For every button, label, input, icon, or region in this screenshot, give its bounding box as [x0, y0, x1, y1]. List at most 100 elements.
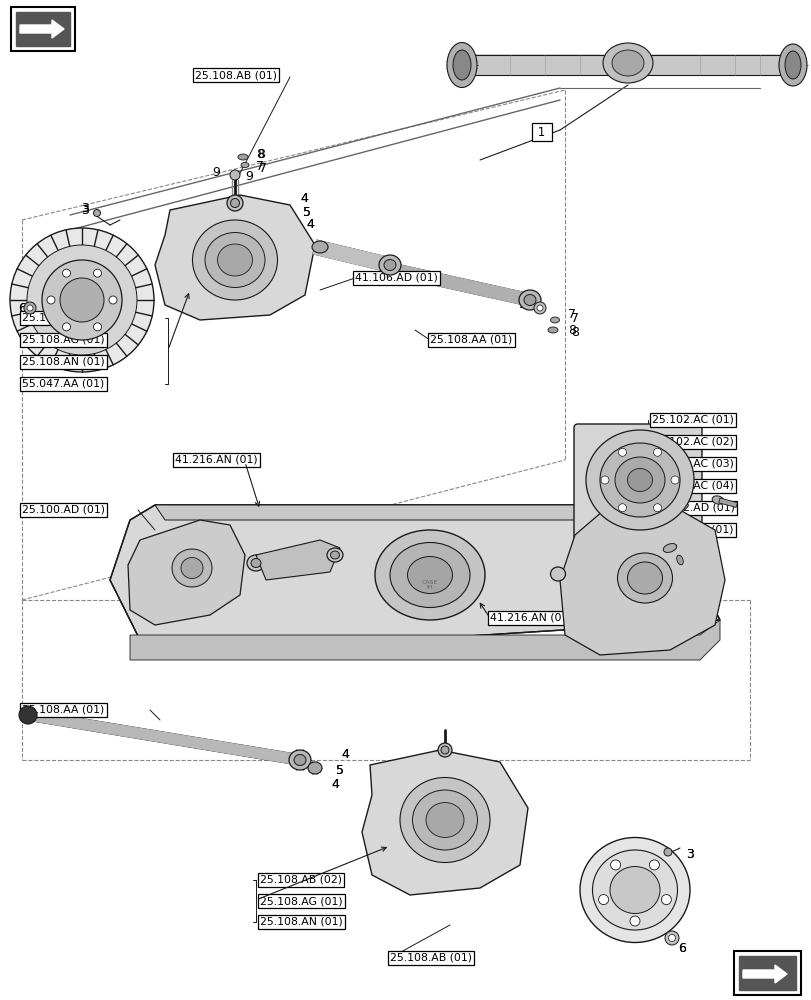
FancyBboxPatch shape [11, 7, 75, 51]
Polygon shape [738, 956, 795, 990]
Circle shape [653, 504, 661, 512]
Ellipse shape [217, 244, 252, 276]
Circle shape [664, 931, 678, 945]
Ellipse shape [400, 778, 489, 862]
Text: 9: 9 [517, 298, 526, 312]
Text: 41.216.AN (01): 41.216.AN (01) [489, 613, 572, 623]
Text: 8: 8 [255, 148, 264, 161]
Text: 4: 4 [331, 778, 338, 792]
Ellipse shape [627, 562, 662, 594]
Ellipse shape [609, 866, 659, 914]
Ellipse shape [407, 556, 452, 593]
Ellipse shape [611, 50, 643, 76]
Ellipse shape [42, 260, 122, 340]
Ellipse shape [172, 549, 212, 587]
Text: 25.108.AA (01): 25.108.AA (01) [22, 705, 104, 715]
Ellipse shape [676, 555, 682, 565]
Ellipse shape [627, 468, 652, 491]
Bar [718, 498, 736, 507]
Text: 7: 7 [255, 160, 264, 174]
Circle shape [27, 305, 33, 311]
Text: 25.108.AB (01): 25.108.AB (01) [389, 953, 471, 963]
Text: 9: 9 [245, 170, 252, 184]
Text: 2: 2 [695, 591, 703, 604]
Text: 4: 4 [341, 748, 349, 762]
Text: 25.108.AN (01): 25.108.AN (01) [260, 917, 342, 927]
Ellipse shape [523, 294, 535, 306]
Ellipse shape [784, 51, 800, 79]
Text: 9: 9 [517, 298, 526, 312]
Ellipse shape [426, 802, 463, 838]
Circle shape [661, 895, 671, 905]
FancyBboxPatch shape [733, 951, 800, 995]
Polygon shape [742, 965, 786, 983]
Text: 4: 4 [306, 219, 314, 232]
Text: 25.108.AN (01): 25.108.AN (01) [22, 357, 105, 367]
Circle shape [62, 269, 71, 277]
Ellipse shape [241, 162, 249, 167]
Circle shape [536, 305, 543, 311]
Text: 25.102.AC (04): 25.102.AC (04) [651, 481, 733, 491]
Text: CASE
IH: CASE IH [421, 580, 438, 590]
Ellipse shape [384, 259, 396, 270]
Text: 3: 3 [685, 848, 693, 861]
Circle shape [93, 323, 101, 331]
Ellipse shape [446, 42, 476, 88]
Text: 9: 9 [212, 166, 220, 180]
Ellipse shape [238, 154, 247, 160]
Text: 4: 4 [300, 192, 307, 206]
Text: 8: 8 [570, 326, 578, 338]
Text: 7: 7 [259, 161, 267, 174]
Text: 6: 6 [677, 942, 685, 954]
Text: 3: 3 [81, 204, 89, 217]
Text: 7: 7 [568, 308, 575, 322]
Text: 25.108.AG (01): 25.108.AG (01) [22, 335, 105, 345]
Text: 4: 4 [331, 778, 338, 792]
Text: 25.102.AC (01): 25.102.AC (01) [651, 415, 733, 425]
Polygon shape [20, 20, 64, 38]
Circle shape [600, 476, 608, 484]
Text: 5: 5 [303, 206, 311, 219]
Polygon shape [16, 12, 70, 46]
Ellipse shape [518, 290, 540, 310]
Polygon shape [313, 240, 391, 272]
Text: 2: 2 [695, 591, 703, 604]
Ellipse shape [592, 850, 676, 930]
Ellipse shape [311, 241, 328, 253]
Text: 25.108.AB (01): 25.108.AB (01) [195, 70, 277, 80]
Text: 25.100.AD (01): 25.100.AD (01) [22, 505, 105, 515]
Polygon shape [130, 620, 719, 660]
Ellipse shape [230, 198, 239, 208]
Text: 6: 6 [677, 942, 685, 954]
Circle shape [598, 895, 608, 905]
Circle shape [670, 476, 678, 484]
Text: 25.102.AS (01): 25.102.AS (01) [651, 525, 732, 535]
Ellipse shape [453, 50, 470, 80]
Ellipse shape [379, 255, 401, 275]
Circle shape [19, 706, 37, 724]
Polygon shape [560, 505, 724, 655]
Ellipse shape [247, 555, 264, 571]
Text: 4: 4 [306, 219, 314, 232]
Circle shape [629, 916, 639, 926]
Circle shape [230, 170, 240, 180]
Polygon shape [255, 540, 340, 580]
Ellipse shape [547, 327, 557, 333]
Ellipse shape [10, 228, 154, 372]
Ellipse shape [192, 220, 277, 300]
Text: 25.108.AB (02): 25.108.AB (02) [260, 875, 341, 885]
Circle shape [653, 448, 661, 456]
Circle shape [667, 934, 675, 942]
Circle shape [618, 448, 626, 456]
Ellipse shape [663, 544, 676, 552]
Circle shape [618, 504, 626, 512]
Ellipse shape [330, 551, 339, 559]
Text: 8: 8 [257, 148, 264, 161]
Ellipse shape [27, 245, 137, 355]
Text: 25.108.AG (01): 25.108.AG (01) [260, 896, 342, 906]
FancyBboxPatch shape [573, 424, 702, 547]
Text: 25.108.AB (02): 25.108.AB (02) [22, 313, 104, 323]
Ellipse shape [289, 750, 311, 770]
Ellipse shape [616, 553, 672, 603]
Ellipse shape [389, 542, 470, 607]
